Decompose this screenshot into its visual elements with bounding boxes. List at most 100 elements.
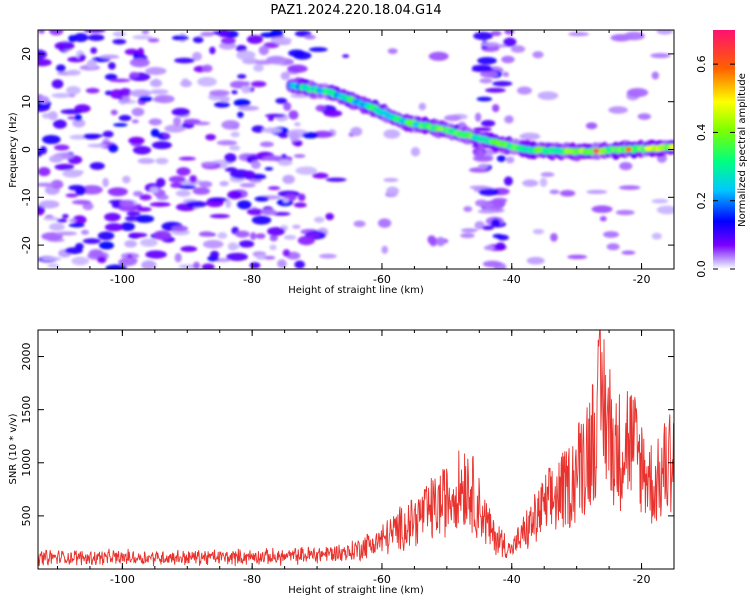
- x-tick-label: -40: [503, 273, 521, 286]
- heatmap-cell: [138, 95, 153, 102]
- heatmap-cell: [656, 205, 674, 215]
- heatmap-cell: [66, 69, 81, 76]
- snr-series-line: [38, 330, 674, 567]
- heatmap-cell: [216, 140, 238, 146]
- x-tick-label: -40: [503, 573, 521, 586]
- heatmap-cell: [48, 223, 65, 231]
- heatmap-cell: [243, 170, 256, 180]
- heatmap-cell: [537, 91, 559, 100]
- heatmap-cell: [75, 243, 84, 251]
- heatmap-cell: [72, 118, 86, 128]
- heatmap-cell: [150, 128, 160, 138]
- ridge-peak: [404, 119, 412, 125]
- heatmap-cell: [297, 235, 315, 246]
- heatmap-cell: [68, 218, 77, 223]
- y-tick-label: 0: [20, 146, 33, 153]
- heatmap-cell: [258, 45, 270, 56]
- heatmap-cell: [288, 110, 299, 120]
- heatmap-cell: [38, 167, 51, 177]
- heatmap-cell: [239, 182, 256, 188]
- heatmap-cell: [38, 95, 50, 105]
- heatmap-cell: [264, 167, 274, 171]
- ridge-peak: [625, 147, 633, 152]
- heatmap-cell: [479, 78, 493, 84]
- heatmap-cell: [277, 159, 293, 166]
- heatmap-cell: [522, 179, 539, 187]
- heatmap-cell: [383, 177, 399, 182]
- heatmap-cell: [129, 89, 152, 98]
- heatmap-cell: [418, 102, 427, 111]
- heatmap-cell: [292, 224, 301, 229]
- heatmap-cell: [110, 109, 118, 116]
- heatmap-cell: [230, 131, 240, 138]
- snr-x-axis-label: Height of straight line (km): [288, 585, 424, 596]
- heatmap-cell: [51, 79, 64, 89]
- heatmap-cell: [113, 123, 128, 127]
- heatmap-cell: [122, 94, 131, 103]
- heatmap-cell: [249, 262, 261, 269]
- heatmap-cell: [81, 229, 89, 235]
- heatmap-cell: [55, 231, 78, 236]
- heatmap-cell: [381, 245, 389, 254]
- heatmap-cell: [484, 87, 506, 93]
- heatmap-cell: [90, 47, 98, 54]
- heatmap-cell: [282, 249, 291, 257]
- colorbar: 0.0 0.2 0.4 0.6 Normalized spectral amplitu…: [695, 30, 748, 278]
- heatmap-cell: [178, 184, 197, 190]
- x-tick-label: -60: [373, 573, 391, 586]
- heatmap-cell: [124, 240, 138, 248]
- heatmap-cell: [237, 74, 247, 79]
- heatmap-cell: [38, 30, 45, 34]
- heatmap-cell: [209, 250, 220, 259]
- snr-y-ticks: 500 1000 1500 2000: [20, 343, 674, 526]
- heatmap-cell: [71, 256, 90, 266]
- heatmap-cell: [134, 214, 155, 223]
- heatmap-cell: [47, 263, 60, 268]
- heatmap-cell: [139, 194, 152, 201]
- heatmap-cell: [49, 155, 63, 163]
- heatmap-cell: [283, 101, 292, 111]
- heatmap-cell: [118, 114, 132, 122]
- heatmap-cell: [104, 73, 118, 81]
- heatmap-cell: [132, 145, 152, 155]
- heatmap-cell: [540, 172, 555, 177]
- heatmap-cell: [201, 64, 213, 73]
- heatmap-cell: [209, 46, 216, 55]
- heatmap-cell: [54, 144, 70, 151]
- heatmap-cell: [251, 160, 261, 170]
- heatmap-cell: [651, 232, 662, 240]
- heatmap-cell: [235, 230, 250, 238]
- heatmap-cell: [132, 35, 153, 40]
- heatmap-x-axis-label: Height of straight line (km): [288, 285, 424, 296]
- heatmap-cell: [88, 249, 104, 257]
- heatmap-cell: [198, 180, 213, 188]
- heatmap-cell: [231, 90, 238, 95]
- heatmap-cell: [219, 181, 229, 187]
- heatmap-cell: [264, 113, 286, 118]
- heatmap-cell: [250, 81, 267, 88]
- heatmap-cell: [480, 119, 496, 127]
- colorbar-tick-label: 0.0: [695, 260, 708, 278]
- heatmap-cell: [119, 199, 135, 207]
- heatmap-cell: [267, 226, 286, 236]
- heatmap-cell: [312, 172, 329, 179]
- heatmap-cell: [178, 156, 196, 161]
- heatmap-cell: [97, 256, 107, 264]
- heatmap-cell: [444, 114, 462, 122]
- heatmap-cell: [126, 211, 141, 217]
- heatmap-cell: [156, 177, 166, 188]
- heatmap-cell: [615, 209, 635, 216]
- heatmap-cell: [149, 79, 163, 88]
- heatmap-cell: [353, 220, 366, 228]
- heatmap-cell: [118, 204, 139, 212]
- heatmap-cell: [136, 206, 152, 212]
- heatmap-cell: [482, 260, 502, 268]
- heatmap-cell: [47, 111, 58, 121]
- heatmap-cell: [38, 58, 52, 67]
- heatmap-cell: [503, 37, 517, 47]
- heatmap-cell: [295, 166, 318, 175]
- ridge-peak: [644, 146, 652, 151]
- ridge-peak: [436, 126, 444, 132]
- heatmap-cell: [656, 30, 674, 35]
